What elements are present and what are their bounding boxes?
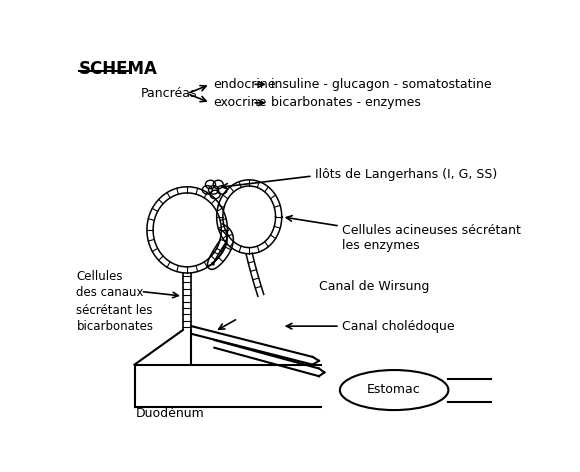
Text: Canal de Wirsung: Canal de Wirsung [319, 279, 429, 293]
Text: Duodénum: Duodénum [136, 407, 205, 420]
Text: Canal cholédoque: Canal cholédoque [342, 320, 455, 333]
Text: Ilôts de Langerhans (I, G, SS): Ilôts de Langerhans (I, G, SS) [315, 168, 497, 181]
Text: Estomac: Estomac [367, 383, 421, 396]
Text: insuline - glucagon - somatostatine: insuline - glucagon - somatostatine [271, 78, 491, 91]
Text: endocrine: endocrine [213, 78, 276, 91]
Text: Cellules acineuses sécrétant
les enzymes: Cellules acineuses sécrétant les enzymes [342, 225, 521, 253]
Text: exocrine: exocrine [213, 96, 266, 110]
Text: Cellules
des canaux
sécrétant les
bicarbonates: Cellules des canaux sécrétant les bicarb… [77, 270, 153, 334]
Text: Pancréas: Pancréas [141, 87, 197, 100]
Text: SCHEMA: SCHEMA [79, 60, 158, 78]
Text: bicarbonates - enzymes: bicarbonates - enzymes [271, 96, 420, 110]
